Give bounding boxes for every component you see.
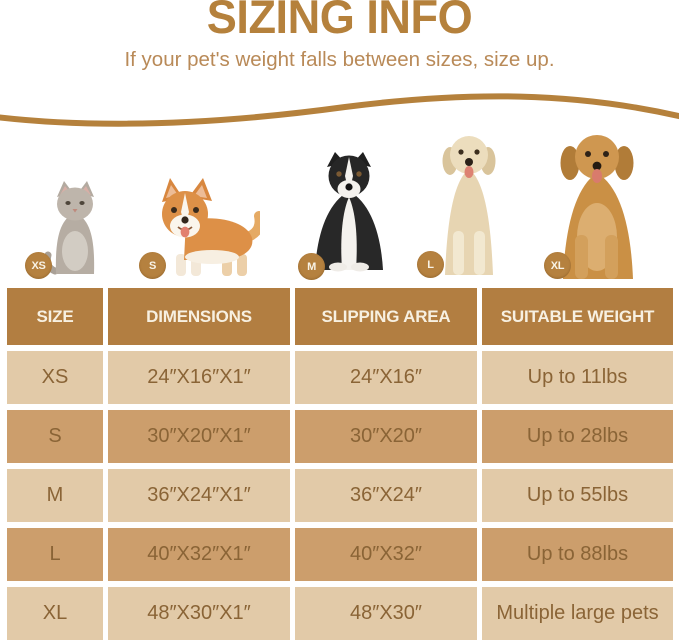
size-badge-xs: XS [25, 252, 52, 279]
table-cell-xl-size: XL [7, 587, 103, 640]
table-cell-s-slipping-area: 30″X20″ [295, 410, 477, 463]
page-title: SIZING INFO [206, 0, 473, 43]
table-cell-xs-size: XS [7, 351, 103, 404]
page-subtitle: If your pet's weight falls between sizes… [124, 48, 555, 71]
table-cell-m-size: M [7, 469, 103, 522]
table-cell-xs-suitable-weight: Up to 11lbs [482, 351, 673, 404]
table-cell-m-suitable-weight: Up to 55lbs [482, 469, 673, 522]
pet-photo-golden-retriever [545, 129, 649, 286]
pet-photo-light-golden-retriever [433, 131, 505, 282]
table-cell-m-dimensions: 36″X24″X1″ [108, 469, 290, 522]
corgi-illustration [162, 178, 265, 276]
table-cell-l-size: L [7, 528, 103, 581]
table-cell-s-size: S [7, 410, 103, 463]
table-cell-xl-slipping-area: 48″X30″ [295, 587, 477, 640]
table-cell-m-slipping-area: 36″X24″ [295, 469, 477, 522]
pet-photo-border-collie [303, 151, 395, 277]
size-badge-m: M [298, 253, 325, 280]
table-cell-l-suitable-weight: Up to 88lbs [482, 528, 673, 581]
table-cell-l-dimensions: 40″X32″X1″ [108, 528, 290, 581]
column-header-suitable-weight: SUITABLE WEIGHT [482, 288, 673, 345]
divider-curve [0, 93, 679, 127]
golden-retriever-illustration [560, 135, 634, 279]
size-badge-s: S [139, 252, 166, 279]
table-cell-s-dimensions: 30″X20″X1″ [108, 410, 290, 463]
table-cell-s-suitable-weight: Up to 28lbs [482, 410, 673, 463]
pet-photo-corgi [134, 176, 265, 283]
cat-illustration [43, 181, 95, 275]
column-header-slipping-area: SLIPPING AREA [295, 288, 477, 345]
border-collie-illustration [315, 152, 383, 272]
light-golden-retriever-illustration [442, 136, 496, 275]
table-cell-xl-suitable-weight: Multiple large pets [482, 587, 673, 640]
pet-photo-cat [43, 179, 103, 280]
column-header-dimensions: DIMENSIONS [108, 288, 290, 345]
size-badge-xl: XL [544, 252, 571, 279]
column-header-size: SIZE [7, 288, 103, 345]
table-cell-xs-slipping-area: 24″X16″ [295, 351, 477, 404]
size-badge-l: L [417, 251, 444, 278]
table-cell-l-slipping-area: 40″X32″ [295, 528, 477, 581]
table-cell-xl-dimensions: 48″X30″X1″ [108, 587, 290, 640]
sizing-table: SIZE DIMENSIONS SLIPPING AREA SUITABLE W… [7, 288, 673, 640]
table-cell-xs-dimensions: 24″X16″X1″ [108, 351, 290, 404]
